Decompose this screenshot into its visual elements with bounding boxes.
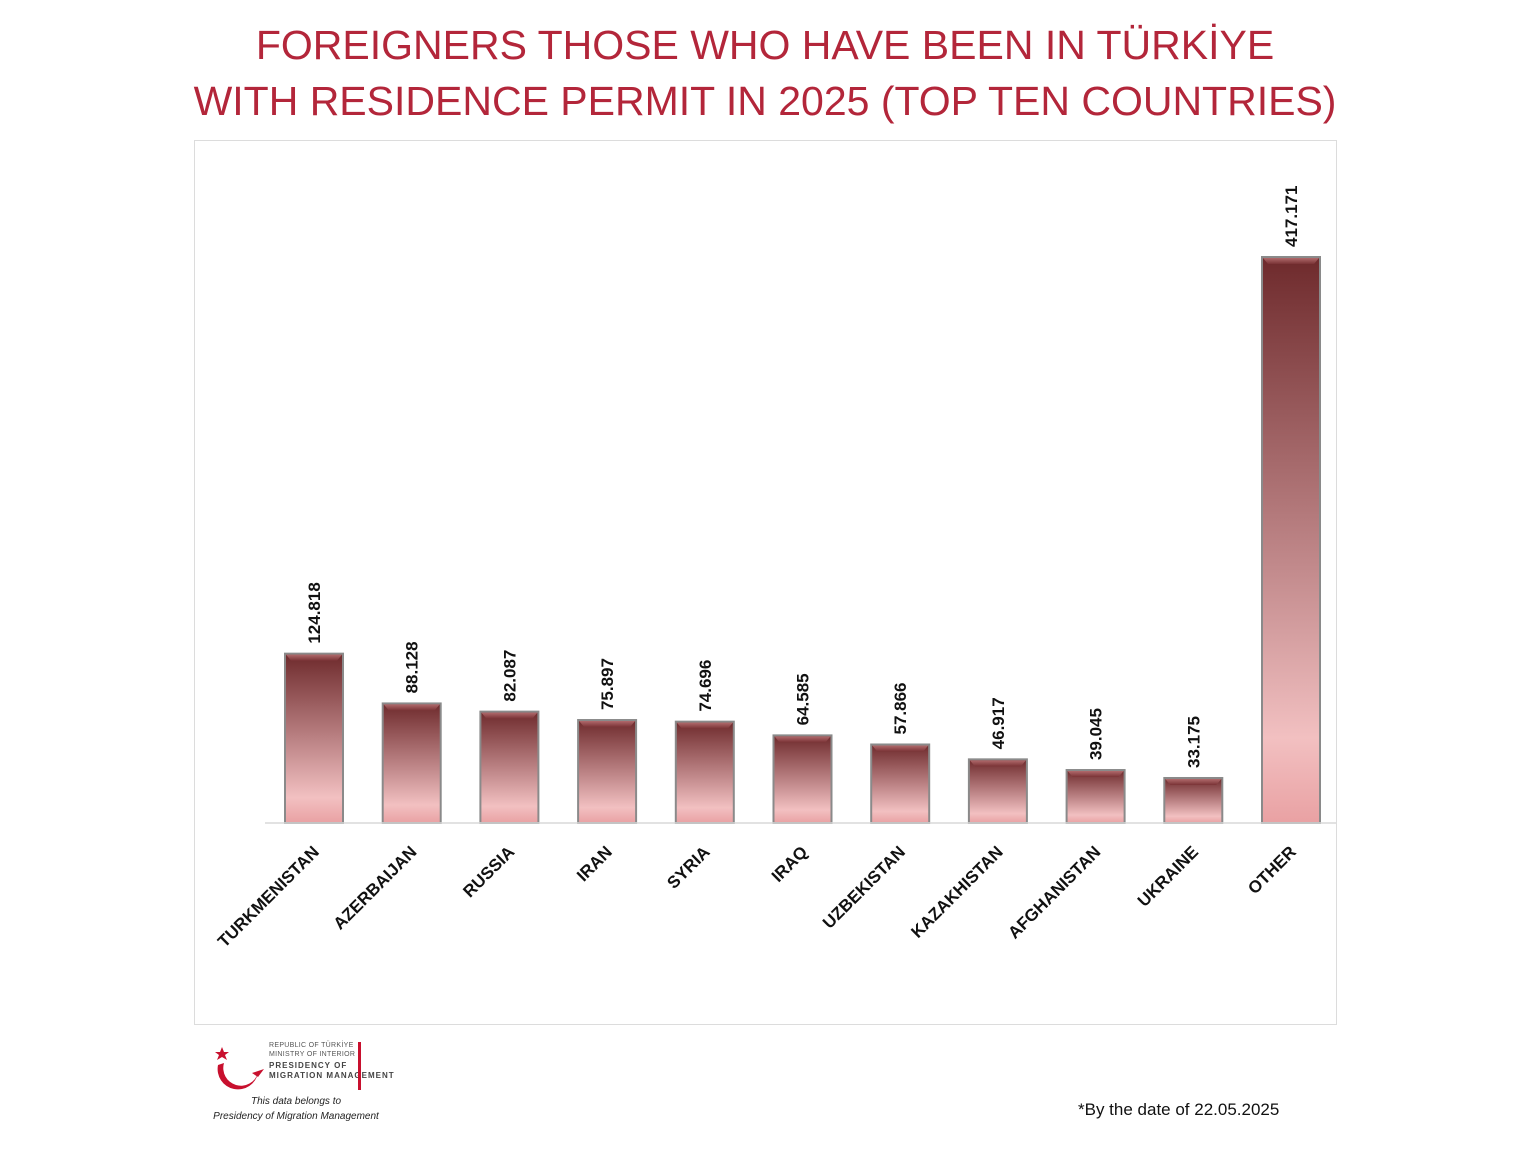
bar-cap-ukraine	[1165, 778, 1222, 785]
bar-cap-azerbaijan	[383, 704, 440, 711]
value-label-other: 417.171	[1282, 186, 1301, 247]
value-label-iran: 75.897	[598, 658, 617, 710]
bar-cap-uzbekistan	[872, 745, 929, 752]
value-label-azerbaijan: 88.128	[403, 641, 422, 693]
category-label-syria: SYRIA	[663, 842, 713, 892]
category-label-ukraine: UKRAINE	[1134, 842, 1202, 910]
bar-kazakhistan	[967, 758, 1028, 824]
logo-presidency-text: PRESIDENCY OF	[269, 1061, 348, 1070]
bar-cap-turkmenistan	[286, 654, 342, 661]
logo-republic-text: REPUBLIC OF TÜRKİYE	[269, 1042, 354, 1049]
bar-other	[1261, 256, 1321, 824]
value-label-syria: 74.696	[696, 660, 715, 712]
bar-iran	[577, 719, 638, 825]
category-label-other: OTHER	[1244, 842, 1300, 898]
bar-syria	[674, 720, 735, 825]
value-label-ukraine: 33.175	[1184, 716, 1203, 768]
bar-russia	[479, 710, 540, 824]
bar-afghanistan	[1065, 769, 1126, 824]
logo-ministry-text: MINISTRY OF INTERIOR	[269, 1051, 356, 1058]
category-label-iran: IRAN	[573, 842, 616, 885]
date-footnote: *By the date of 22.05.2025	[1078, 1100, 1280, 1119]
bars-group	[284, 256, 1321, 825]
value-label-kazakhistan: 46.917	[989, 697, 1008, 749]
bar-cap-afghanistan	[1067, 771, 1124, 778]
category-labels-group: TURKMENISTAN AZERBAIJAN RUSSIA IRAN SYRIA IRA…	[214, 842, 1300, 951]
chart-frame: 124.818 88.128 82.087 75.897 74.696 64.585 57.…	[194, 140, 1337, 1025]
attribution-line-2: Presidency of Migration Management	[213, 1111, 379, 1122]
bar-cap-russia	[481, 712, 538, 719]
bar-cap-other	[1263, 258, 1319, 264]
chart-title-line-1: FOREIGNERS THOSE WHO HAVE BEEN IN TÜRKİY…	[255, 22, 1275, 68]
category-label-turkmenistan: TURKMENISTAN	[214, 842, 323, 951]
logo-migration-text: MIGRATION MANAGEMENT	[269, 1071, 395, 1080]
bar-azerbaijan	[381, 702, 442, 824]
category-label-azerbaijan: AZERBAIJAN	[330, 842, 421, 933]
crescent-star-icon	[215, 1047, 264, 1090]
bar-cap-iraq	[774, 736, 831, 743]
value-label-iraq: 64.585	[794, 673, 813, 725]
category-label-russia: RUSSIA	[459, 842, 518, 901]
bar-turkmenistan	[284, 652, 344, 825]
bar-cap-syria	[676, 722, 733, 729]
bar-iraq	[772, 734, 833, 824]
value-label-russia: 82.087	[500, 650, 519, 702]
bar-cap-kazakhistan	[969, 760, 1026, 767]
logo-divider	[358, 1042, 361, 1090]
bar-chart: 124.818 88.128 82.087 75.897 74.696 64.585 57.…	[214, 186, 1336, 951]
category-label-kazakhistan: KAZAKHISTAN	[907, 842, 1006, 941]
attribution-line-1: This data belongs to	[250, 1096, 342, 1107]
presidency-logo: REPUBLIC OF TÜRKİYE MINISTRY OF INTERIOR…	[212, 1040, 394, 1125]
chart-title-line-2: WITH RESIDENCE PERMIT IN 2025 (TOP TEN C…	[193, 78, 1337, 124]
value-label-afghanistan: 39.045	[1087, 708, 1106, 760]
value-labels-group: 124.818 88.128 82.087 75.897 74.696 64.585 57.…	[305, 186, 1301, 768]
category-label-iraq: IRAQ	[768, 842, 811, 885]
value-label-uzbekistan: 57.866	[891, 682, 910, 734]
bar-uzbekistan	[870, 743, 931, 825]
category-label-uzbekistan: UZBEKISTAN	[819, 842, 909, 932]
category-label-afghanistan: AFGHANISTAN	[1004, 842, 1104, 942]
bar-cap-iran	[579, 721, 636, 728]
value-label-turkmenistan: 124.818	[305, 582, 324, 643]
